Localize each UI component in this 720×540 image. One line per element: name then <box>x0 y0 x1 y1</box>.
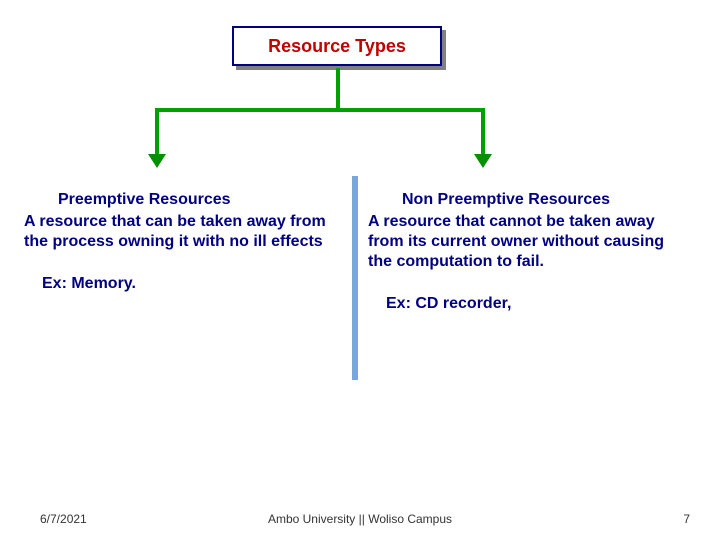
title-text: Resource Types <box>268 36 406 57</box>
title-box: Resource Types <box>232 26 442 66</box>
arrowhead-right <box>474 154 492 168</box>
connector-vertical-right <box>481 108 485 156</box>
column-divider <box>352 176 358 380</box>
title-box-front: Resource Types <box>232 26 442 66</box>
arrowhead-left <box>148 154 166 168</box>
left-column: Preemptive Resources A resource that can… <box>24 190 334 294</box>
right-description: A resource that cannot be taken away fro… <box>368 212 678 272</box>
left-description: A resource that can be taken away from t… <box>24 212 334 252</box>
connector-vertical-left <box>155 108 159 156</box>
connector-horizontal <box>155 108 485 112</box>
footer-page: 7 <box>683 512 690 526</box>
right-heading: Non Preemptive Resources <box>368 190 678 210</box>
left-heading: Preemptive Resources <box>24 190 334 210</box>
left-example: Ex: Memory. <box>24 274 334 294</box>
connector-vertical-root <box>336 68 340 110</box>
footer-center: Ambo University || Woliso Campus <box>0 512 720 526</box>
right-example: Ex: CD recorder, <box>368 294 678 314</box>
right-column: Non Preemptive Resources A resource that… <box>368 190 678 314</box>
footer: 6/7/2021 Ambo University || Woliso Campu… <box>0 506 720 526</box>
